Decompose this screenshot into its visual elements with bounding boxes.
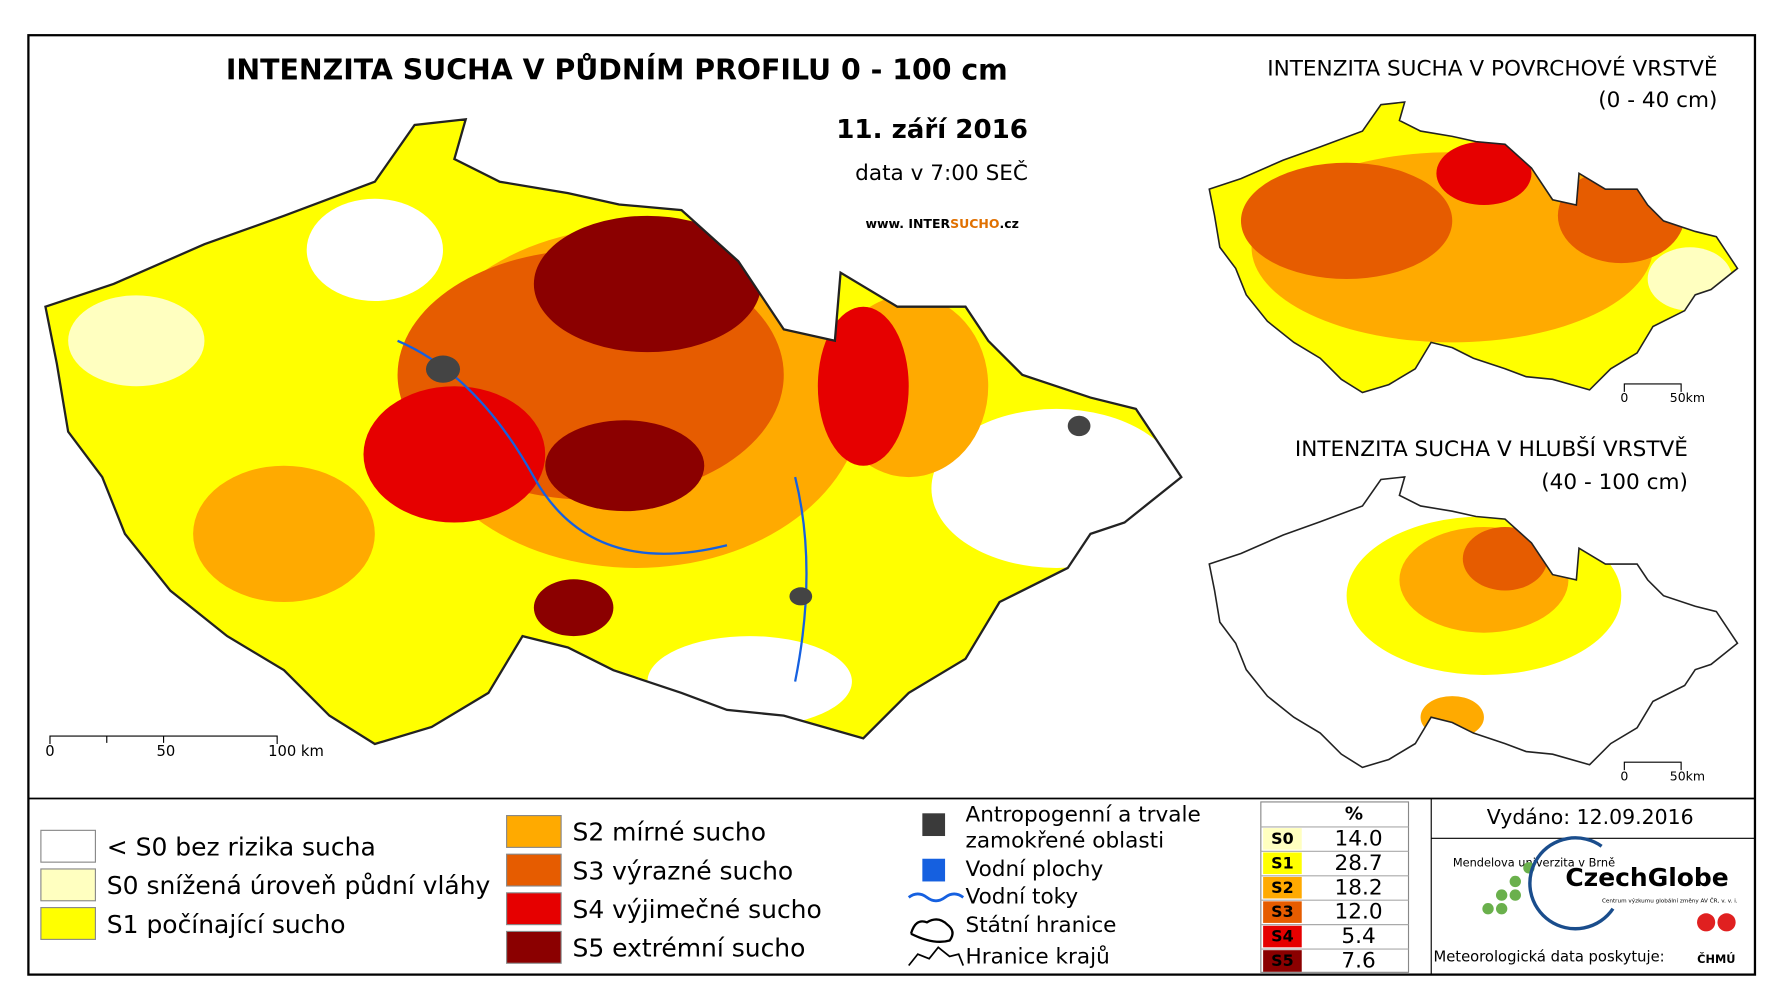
deep-subtitle: (40 - 100 cm) [1541, 470, 1688, 495]
table-value: 28.7 [1335, 851, 1383, 876]
chmu-logo [1697, 913, 1716, 932]
legend-swatch [506, 892, 562, 926]
legend-swatch [40, 907, 96, 940]
scale-label: 0 [1620, 390, 1628, 405]
legend-swatch [40, 868, 96, 902]
table-code: S1 [1271, 853, 1294, 872]
scale-label: 50 [156, 743, 175, 760]
czechglobe-arc [1528, 836, 1615, 931]
legend-label: S2 mírné sucho [572, 818, 766, 847]
table-code: S3 [1271, 902, 1294, 921]
mendelu-dots [1482, 862, 1535, 915]
symbol-river [907, 892, 965, 903]
surface-title: INTENZITA SUCHA V POVRCHOVÉ VRSTVĚ [1267, 55, 1717, 81]
scale-label: 100 km [268, 743, 324, 760]
table-code: S5 [1271, 951, 1294, 970]
legend-swatch [506, 853, 562, 887]
table-code: S4 [1271, 927, 1294, 946]
legend-swatch [40, 829, 96, 863]
symbol-region [908, 946, 965, 967]
table-code-cell [1263, 901, 1302, 923]
legend-label: S1 počínající sucho [107, 910, 346, 939]
legend-label: < S0 bez rizika sucha [107, 833, 376, 862]
website: www. INTERSUCHO.cz [865, 215, 1018, 230]
website-highlight: SUCHO [950, 215, 999, 230]
symbol-border [909, 918, 954, 943]
issued: Vydáno: 12.09.2016 [1487, 805, 1694, 829]
scale-label: 50km [1670, 768, 1705, 783]
legend-label: S4 výjimečné sucho [572, 895, 821, 924]
main-title: INTENZITA SUCHA V PŮDNÍM PROFILU 0 - 100… [226, 53, 1008, 87]
chmu-logo [1717, 913, 1736, 932]
table-value: 12.0 [1335, 900, 1383, 925]
date: 11. září 2016 [836, 115, 1028, 145]
chmu: ČHMÚ [1697, 952, 1735, 966]
scale-label: 50km [1670, 390, 1705, 405]
legend-feature: Vodní toky [966, 884, 1079, 909]
scale-bar [1623, 383, 1682, 392]
website-suffix: .cz [999, 215, 1018, 230]
table-value: 18.2 [1335, 875, 1383, 900]
table-code: S0 [1271, 829, 1294, 848]
scale-label: 0 [45, 743, 54, 760]
legend-swatch [506, 815, 562, 848]
symbol-water [922, 858, 946, 882]
legend-label: S3 výrazné sucho [572, 856, 793, 885]
table-code-cell [1263, 950, 1302, 972]
legend-feature: Hranice krajů [966, 945, 1110, 970]
table-value: 7.6 [1341, 949, 1375, 974]
legend-label: S5 extrémní sucho [572, 934, 805, 963]
logo-czechglobe-sub: Centrum výzkumu globální změny AV ČR, v.… [1602, 897, 1738, 904]
legend-feature: Antropogenní a trvale zamokřené oblasti [966, 803, 1201, 854]
provider: Meteorologická data poskytuje: [1434, 949, 1665, 966]
table-code-cell [1263, 852, 1302, 875]
legend-label: S0 snížená úroveň půdní vláhy [107, 871, 491, 900]
surface-map [1208, 101, 1739, 394]
stats-table [1260, 801, 1410, 973]
logo-czechglobe: CzechGlobe [1565, 863, 1728, 892]
surface-subtitle: (0 - 40 cm) [1598, 88, 1717, 113]
scale-bar [49, 735, 278, 745]
table-code-cell [1263, 828, 1302, 850]
table-code-cell [1263, 876, 1302, 899]
table-value: 14.0 [1335, 826, 1383, 851]
legend-feature: Státní hranice [966, 913, 1117, 938]
table-value: 5.4 [1341, 924, 1375, 949]
table-code-cell [1263, 925, 1302, 948]
scale-label: 0 [1620, 768, 1628, 783]
scale-bar [1623, 761, 1682, 771]
time: data v 7:00 SEČ [855, 160, 1028, 186]
table-code: S2 [1271, 878, 1294, 897]
website-prefix: www. INTER [865, 215, 950, 230]
legend-feature: Vodní plochy [966, 857, 1104, 882]
deep-title: INTENZITA SUCHA V HLUBŠÍ VRSTVĚ [1295, 436, 1688, 462]
symbol-urban [922, 813, 946, 837]
legend-swatch [506, 930, 562, 964]
table-header: % [1345, 803, 1363, 824]
